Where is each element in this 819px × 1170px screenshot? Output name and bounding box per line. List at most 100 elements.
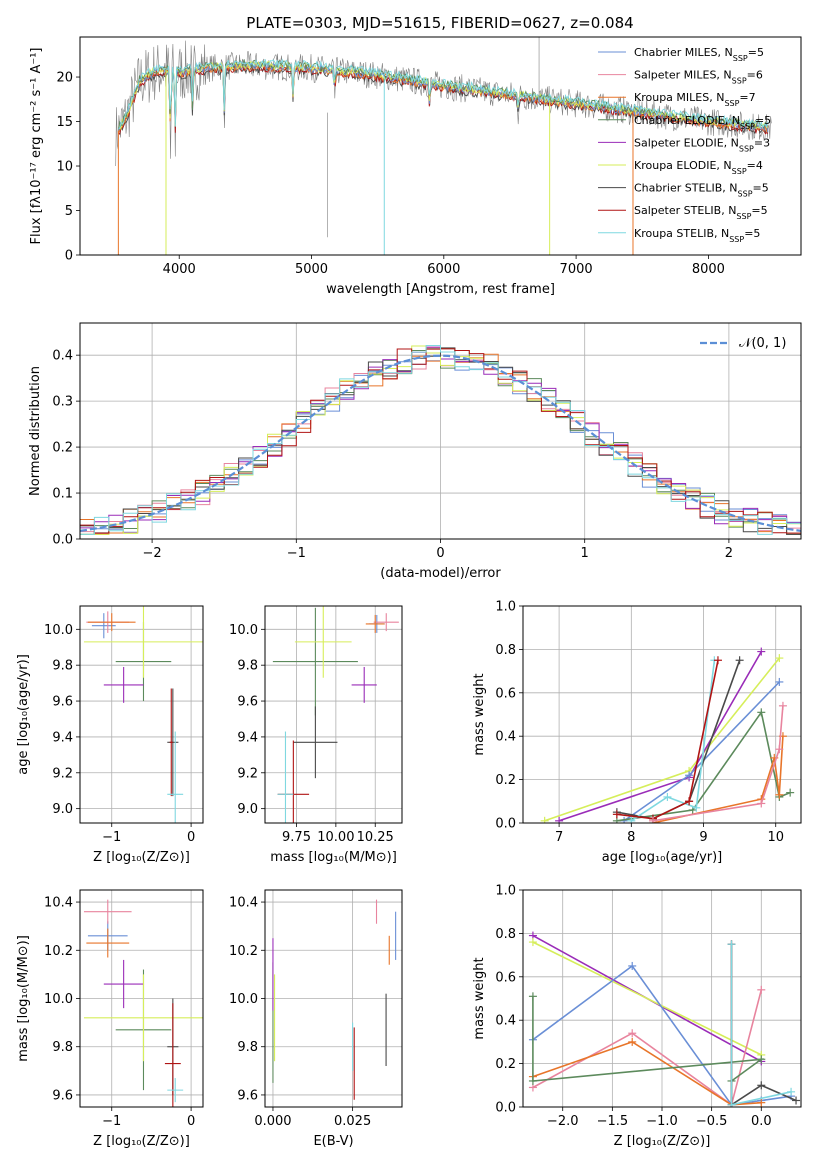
x-tick-label: 1 [581,546,589,561]
axes-frame [79,36,802,256]
x-tick-label: 6000 [427,262,460,277]
errorbar-point [365,614,385,633]
legend-entry: Salpeter MILES, NSSP=6 [598,69,763,85]
errorbar-point [294,606,352,678]
panel-age_mass: 9.75 10.00 10.25 9.0 9.2 9.4 9.6 9.8 10.0 mass [l… [229,605,403,865]
legend-label: Chabrier MILES, NSSP=5 [634,46,764,63]
y-tick-label: 0.1 [52,487,73,502]
plus-marker [685,797,694,806]
model-spectrum-chabrier-elodie [117,59,769,130]
legend-label: Salpeter STELIB, NSSP=5 [634,204,768,221]
plus-marker [663,792,672,801]
y-tick-label: 0.0 [495,817,516,832]
y-tick-label: 0.4 [495,730,516,745]
y-axis-label: Flux [fλ10⁻¹⁷ erg cm⁻² s⁻¹ A⁻¹] [29,48,44,245]
y-tick-label: 9.4 [237,730,258,745]
plus-marker [775,790,784,799]
plus-marker [628,1037,637,1046]
y-tick-label: 0.4 [52,349,73,364]
legend-entry: Chabrier STELIB, NSSP=5 [598,182,769,198]
legend-entry: 𝒩(0, 1) [700,336,786,351]
errorbar-point [277,731,294,823]
y-tick-label: 0.2 [495,773,516,788]
legend-label: 𝒩(0, 1) [739,336,786,351]
axes-frame [522,889,802,1108]
y-tick-label: 0.2 [495,1057,516,1072]
y-tick-label: 9.8 [237,659,258,674]
errorbar-point [87,613,136,632]
x-axis-label: mass [log₁₀(M/M⊙)] [270,850,397,865]
plus-marker [692,803,701,812]
y-tick-label: 9.8 [52,659,73,674]
y-tick-label: 9.2 [237,766,258,781]
panel-mass_Z: −1 0 9.6 9.8 10.0 10.2 10.4 Z [log₁₀(Z/Z⊙)] mass… [16,889,204,1149]
errorbar-point [293,706,338,779]
panel-weight_age: 7 8 9 10 0.0 0.2 0.4 0.6 0.8 1.0 age [log₁₀(age/yr… [472,600,802,865]
plus-marker [757,1098,766,1107]
plus-marker [713,656,722,665]
y-tick-label: 0.4 [495,1014,516,1029]
x-tick-label: 7000 [560,262,593,277]
axes-frame [264,605,403,824]
plus-marker [757,799,766,808]
y-tick-label: 10.2 [44,944,73,959]
errorbar-point [272,607,358,716]
y-tick-label: 0.3 [52,395,73,410]
weight-line-salpeter-miles [652,705,784,822]
y-tick-label: 0.0 [495,1101,516,1116]
x-tick-label: 0.0 [751,1114,772,1129]
plus-marker [627,816,636,823]
legend-entry: Salpeter ELODIE, NSSP=3 [598,136,770,153]
x-tick-label: −1.5 [597,1114,629,1129]
errorbar-point [83,974,203,1062]
plot-area [540,647,795,823]
plus-marker [555,816,564,823]
plus-marker [792,1096,801,1105]
x-tick-label: 10.00 [317,830,354,845]
plus-marker [528,992,537,1001]
axes-frame [79,889,204,1108]
plus-marker [540,816,549,823]
panel-spectrum: 4000 5000 6000 7000 8000 0 5 10 15 20 wavelength [… [29,36,802,297]
x-tick-label: 0.025 [334,1114,371,1129]
x-tick-label: 9 [699,830,707,845]
errorbar-point [167,1078,184,1103]
y-tick-label: 10.0 [44,623,73,638]
y-tick-label: 9.6 [52,1088,73,1103]
plus-marker [735,656,744,665]
x-axis-label: Z [log₁₀(Z/Z⊙)] [93,850,190,865]
y-tick-label: 9.6 [237,1088,258,1103]
x-tick-label: 2 [725,546,733,561]
errorbar-point [351,666,377,703]
y-tick-label: 0.2 [52,441,73,456]
legend-label: Kroupa STELIB, NSSP=5 [634,227,760,244]
y-tick-label: 1.0 [495,600,516,615]
y-tick-label: 0.0 [52,533,73,548]
model-spectrum-kroupa-elodie [118,60,769,131]
y-tick-label: 10.4 [44,896,73,911]
x-tick-label: −1 [102,830,121,845]
weight-line-kroupa-miles [532,1041,762,1106]
plus-marker [757,1081,766,1090]
y-tick-label: 10.0 [229,623,258,638]
y-axis-label: mass [log₁₀(M/M⊙)] [16,935,31,1062]
y-tick-label: 9.0 [237,802,258,817]
y-axis-label: age [log₁₀(age/yr)] [16,654,31,775]
plus-marker [727,1100,736,1107]
plot-area [528,931,801,1107]
plot-area [83,606,203,823]
x-axis-label: age [log₁₀(age/yr)] [602,850,723,865]
plus-marker [685,771,694,780]
plus-marker [727,940,736,949]
x-tick-label: 0.000 [254,1114,291,1129]
figure-title: PLATE=0303, MJD=51615, FIBERID=0627, z=0… [246,14,633,32]
errorbar-point [169,688,173,797]
histogram-kroupa-elodie [80,345,801,535]
plus-marker [757,708,766,717]
y-tick-label: 0.6 [495,686,516,701]
y-tick-label: 20 [56,71,73,86]
y-tick-label: 1.0 [495,884,516,899]
plus-marker [528,1076,537,1085]
weight-line-kroupa-stelib [630,660,716,822]
errorbar-point [103,959,144,1009]
